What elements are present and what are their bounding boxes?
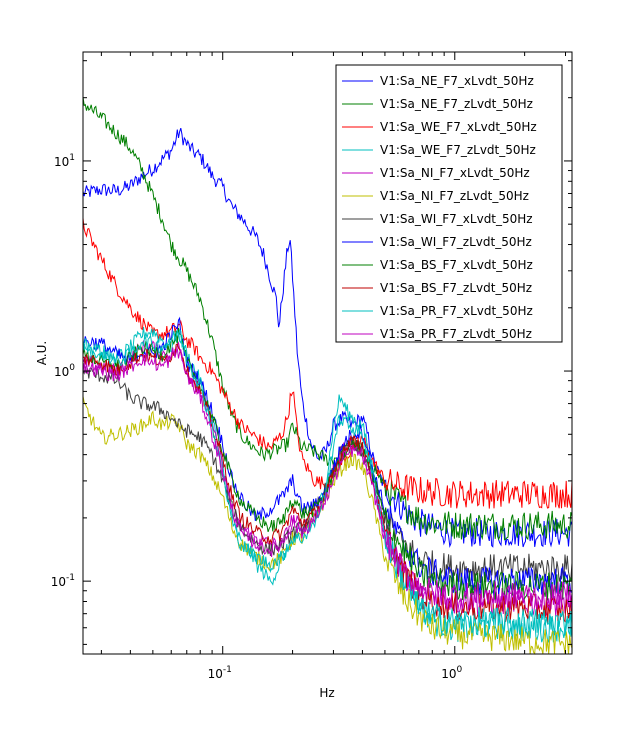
series-layer xyxy=(82,96,573,656)
series-line-11 xyxy=(82,329,573,638)
series-line-6 xyxy=(82,396,573,656)
legend-label-5: V1:Sa_NI_F7_xLvdt_50Hz xyxy=(380,166,530,180)
y-axis-label: A.U. xyxy=(35,341,49,365)
legend-label-2: V1:Sa_NE_F7_zLvdt_50Hz xyxy=(380,97,533,111)
legend-label-8: V1:Sa_WI_F7_zLvdt_50Hz xyxy=(380,235,532,249)
legend-label-4: V1:Sa_WE_F7_zLvdt_50Hz xyxy=(380,143,536,157)
y-tick-label-2: 100 xyxy=(54,363,75,379)
series-line-1 xyxy=(82,127,573,549)
plot-frame xyxy=(82,51,573,655)
ticks-layer: 10-1 100 10-1 100 101 xyxy=(51,52,572,681)
series-line-2 xyxy=(82,96,573,541)
series-line-12 xyxy=(82,348,573,611)
legend-label-12: V1:Sa_PR_F7_zLvdt_50Hz xyxy=(380,327,532,341)
x-tick-label-2: 100 xyxy=(441,665,462,681)
legend: V1:Sa_NE_F7_xLvdt_50Hz V1:Sa_NE_F7_zLvdt_… xyxy=(335,64,563,343)
x-axis-label: Hz xyxy=(319,686,334,700)
legend-label-6: V1:Sa_NI_F7_zLvdt_50Hz xyxy=(380,189,529,203)
legend-label-7: V1:Sa_WI_F7_xLvdt_50Hz xyxy=(380,212,533,226)
y-tick-label-3: 101 xyxy=(54,153,75,169)
x-tick-label-1: 10-1 xyxy=(208,665,232,681)
legend-label-10: V1:Sa_BS_F7_zLvdt_50Hz xyxy=(380,281,532,295)
series-line-9 xyxy=(82,327,573,601)
legend-box xyxy=(335,64,563,343)
legend-label-11: V1:Sa_PR_F7_xLvdt_50Hz xyxy=(380,304,533,318)
legend-label-9: V1:Sa_BS_F7_xLvdt_50Hz xyxy=(380,258,533,272)
legend-label-1: V1:Sa_NE_F7_xLvdt_50Hz xyxy=(380,74,534,88)
y-tick-label-1: 10-1 xyxy=(51,573,75,589)
legend-label-3: V1:Sa_WE_F7_xLvdt_50Hz xyxy=(380,120,537,134)
